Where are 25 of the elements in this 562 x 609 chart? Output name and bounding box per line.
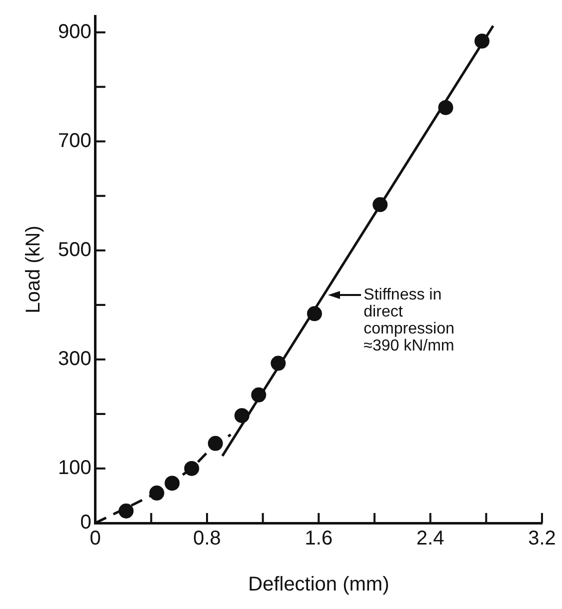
y-tick-label: 900 bbox=[58, 20, 92, 43]
y-tick-label: 0 bbox=[80, 512, 92, 534]
point bbox=[251, 387, 266, 402]
point bbox=[270, 356, 286, 371]
y-tick-label: 700 bbox=[58, 130, 92, 152]
point bbox=[307, 306, 322, 322]
point bbox=[438, 100, 454, 116]
x-axis-title: Deflection (mm) bbox=[248, 574, 390, 596]
point bbox=[372, 197, 388, 212]
y-axis-title: Load (kN) bbox=[22, 226, 45, 314]
point bbox=[234, 408, 250, 424]
y-tick-label: 300 bbox=[58, 348, 92, 370]
x-tick-label: 1.6 bbox=[304, 528, 333, 550]
point bbox=[164, 476, 180, 491]
point bbox=[208, 436, 223, 451]
y-tick-label: 500 bbox=[58, 238, 92, 261]
point bbox=[184, 460, 200, 476]
x-tick-label: 0.8 bbox=[193, 528, 221, 550]
point bbox=[474, 34, 490, 49]
point bbox=[118, 504, 134, 519]
point bbox=[149, 486, 164, 501]
y-tick-label: 100 bbox=[58, 457, 92, 479]
x-tick-label: 2.4 bbox=[416, 528, 444, 550]
annotation: Stiffness in direct compression ≈390 kN/mm bbox=[364, 286, 454, 355]
x-tick-label: 3.2 bbox=[528, 528, 556, 550]
